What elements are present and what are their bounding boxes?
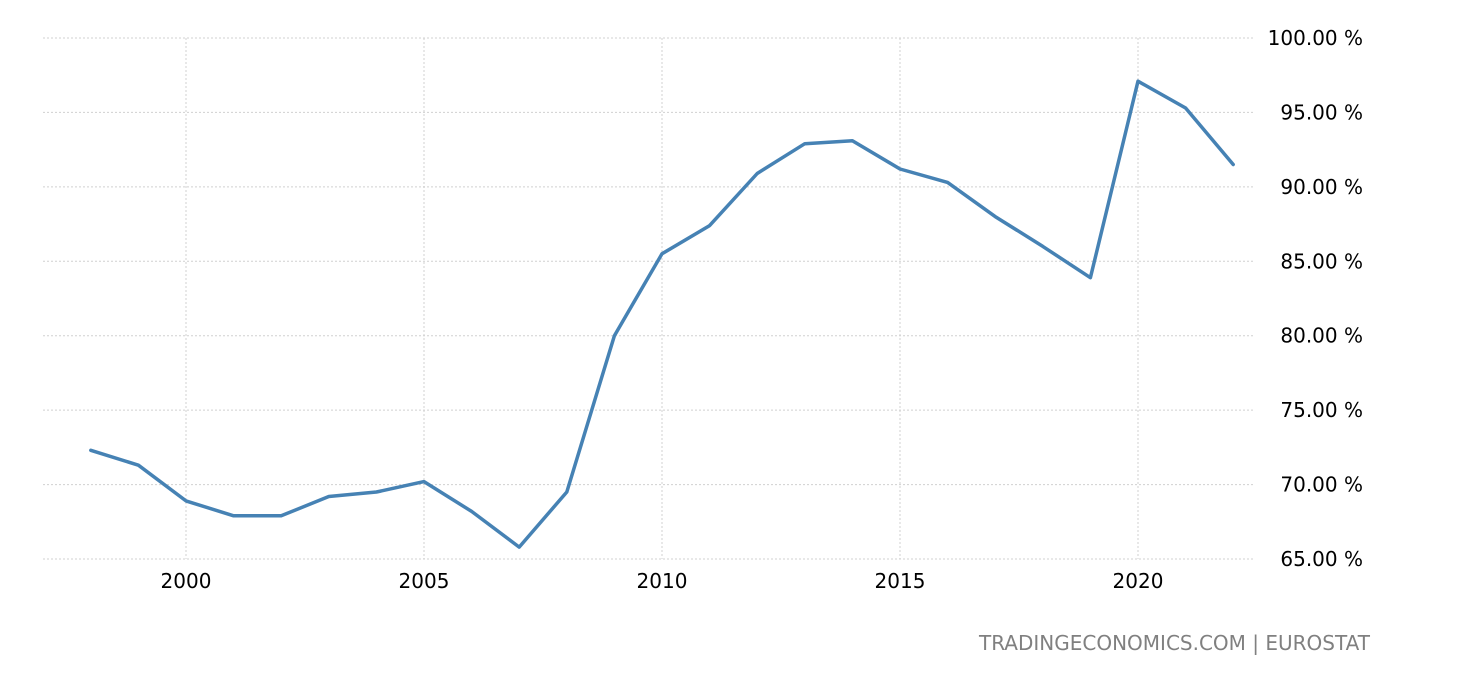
data-point[interactable]	[133, 460, 143, 470]
data-point[interactable]	[229, 511, 239, 521]
data-point[interactable]	[657, 249, 667, 259]
series-line[interactable]	[89, 79, 1235, 549]
series	[86, 76, 1238, 552]
data-point[interactable]	[1181, 103, 1191, 113]
data-point[interactable]	[847, 136, 857, 146]
y-tick-label: 100.00 %	[1268, 26, 1363, 50]
x-tick-label: 2010	[637, 569, 688, 593]
y-axis: 65.00 % 70.00 % 75.00 % 80.00 % 85.00 % 90.00…	[1268, 26, 1363, 571]
data-point[interactable]	[1133, 76, 1143, 86]
data-point[interactable]	[324, 492, 334, 502]
data-point[interactable]	[514, 542, 524, 552]
y-tick-label: 80.00 %	[1280, 324, 1363, 348]
data-point[interactable]	[276, 511, 286, 521]
data-point[interactable]	[609, 331, 619, 341]
data-point[interactable]	[1228, 160, 1238, 170]
data-point[interactable]	[943, 177, 953, 187]
x-tick-label: 2020	[1113, 569, 1164, 593]
data-point[interactable]	[705, 221, 715, 231]
y-tick-label: 70.00 %	[1280, 473, 1363, 497]
data-point[interactable]	[562, 487, 572, 497]
data-point[interactable]	[990, 212, 1000, 222]
x-tick-label: 2005	[399, 569, 450, 593]
grid	[43, 37, 1255, 560]
x-tick-label: 2015	[875, 569, 926, 593]
data-point[interactable]	[371, 487, 381, 497]
data-point[interactable]	[895, 164, 905, 174]
y-tick-label: 85.00 %	[1280, 249, 1363, 273]
y-tick-label: 75.00 %	[1280, 398, 1363, 422]
data-point[interactable]	[86, 445, 96, 455]
y-tick-label: 95.00 %	[1280, 100, 1363, 124]
data-point[interactable]	[181, 496, 191, 506]
y-tick-label: 90.00 %	[1280, 175, 1363, 199]
y-tick-label: 65.00 %	[1280, 547, 1363, 571]
data-point[interactable]	[800, 139, 810, 149]
source-credit[interactable]: TRADINGECONOMICS.COM | EUROSTAT	[978, 631, 1371, 655]
x-axis: 2000 2005 2010 2015 2020	[161, 569, 1164, 593]
data-point[interactable]	[419, 477, 429, 487]
x-tick-label: 2000	[161, 569, 212, 593]
data-point[interactable]	[752, 169, 762, 179]
data-point[interactable]	[1085, 273, 1095, 283]
data-point[interactable]	[1038, 241, 1048, 251]
data-point[interactable]	[467, 506, 477, 516]
